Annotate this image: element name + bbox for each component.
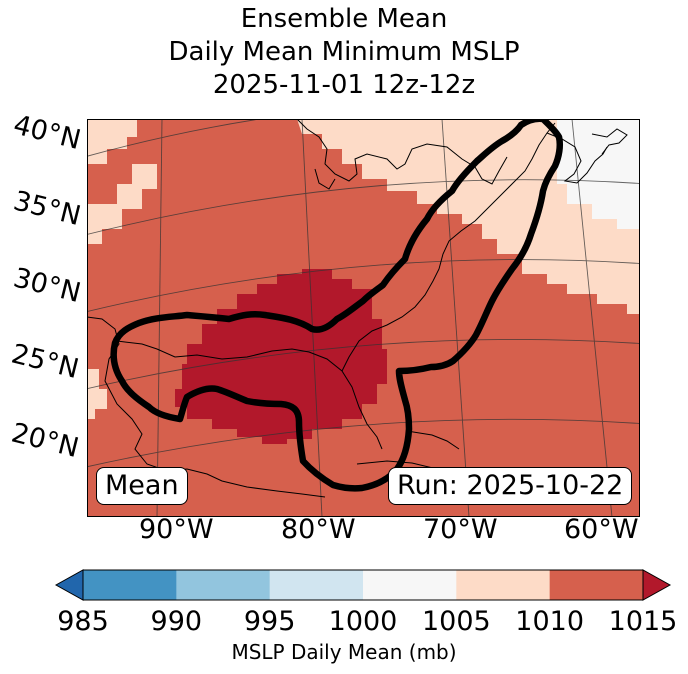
mean-contour (110, 119, 564, 492)
colorbar-tick-label: 995 (243, 606, 296, 637)
colorbar-tick-label: 1015 (608, 606, 678, 637)
colorbar-tick-label: 1005 (421, 606, 491, 637)
mslp-map (87, 119, 640, 517)
field-1005-1010-west (87, 369, 107, 419)
lat-label-35: 35°N (10, 185, 84, 233)
graticule (87, 119, 640, 517)
map-frame (87, 119, 640, 517)
title-line-3: 2025-11-01 12z-12z (212, 70, 476, 100)
title-line-1: Ensemble Mean (240, 4, 448, 34)
colorbar-tick-label: 1010 (515, 606, 585, 637)
colorbar-tick-label: 990 (150, 606, 203, 637)
field-1000-1005-northeast (557, 119, 640, 229)
run-label-box: Run: 2025-10-22 (388, 467, 633, 505)
lon-label-80w: 80°W (281, 514, 356, 545)
coastlines (87, 119, 628, 498)
colorbar-tick-label: 1000 (328, 606, 398, 637)
colorbar-label: MSLP Daily Mean (mb) (231, 640, 457, 664)
colorbar-segment (363, 570, 457, 600)
lon-label-60w: 60°W (564, 514, 639, 545)
field-1005-1010-northwest-2 (87, 164, 157, 244)
lat-label-40: 40°N (10, 109, 84, 157)
colorbar-segment (83, 570, 177, 600)
lat-label-25: 25°N (8, 338, 82, 386)
lon-label-90w: 90°W (139, 514, 214, 545)
lat-label-30: 30°N (10, 262, 84, 310)
colorbar (54, 569, 672, 601)
field-1015-gulf (175, 269, 387, 444)
lat-label-20: 20°N (8, 417, 82, 465)
colorbar-segment (456, 570, 551, 600)
colorbar-segment (176, 570, 271, 600)
title-line-2: Daily Mean Minimum MSLP (168, 37, 520, 67)
colorbar-tick-label: 985 (57, 606, 109, 637)
colorbar-extend-low (54, 569, 84, 601)
colorbar-extend-high (642, 569, 672, 601)
colorbar-segment (549, 570, 644, 600)
mean-label-box: Mean (96, 467, 188, 505)
colorbar-segment (269, 570, 364, 600)
lon-label-70w: 70°W (423, 514, 498, 545)
